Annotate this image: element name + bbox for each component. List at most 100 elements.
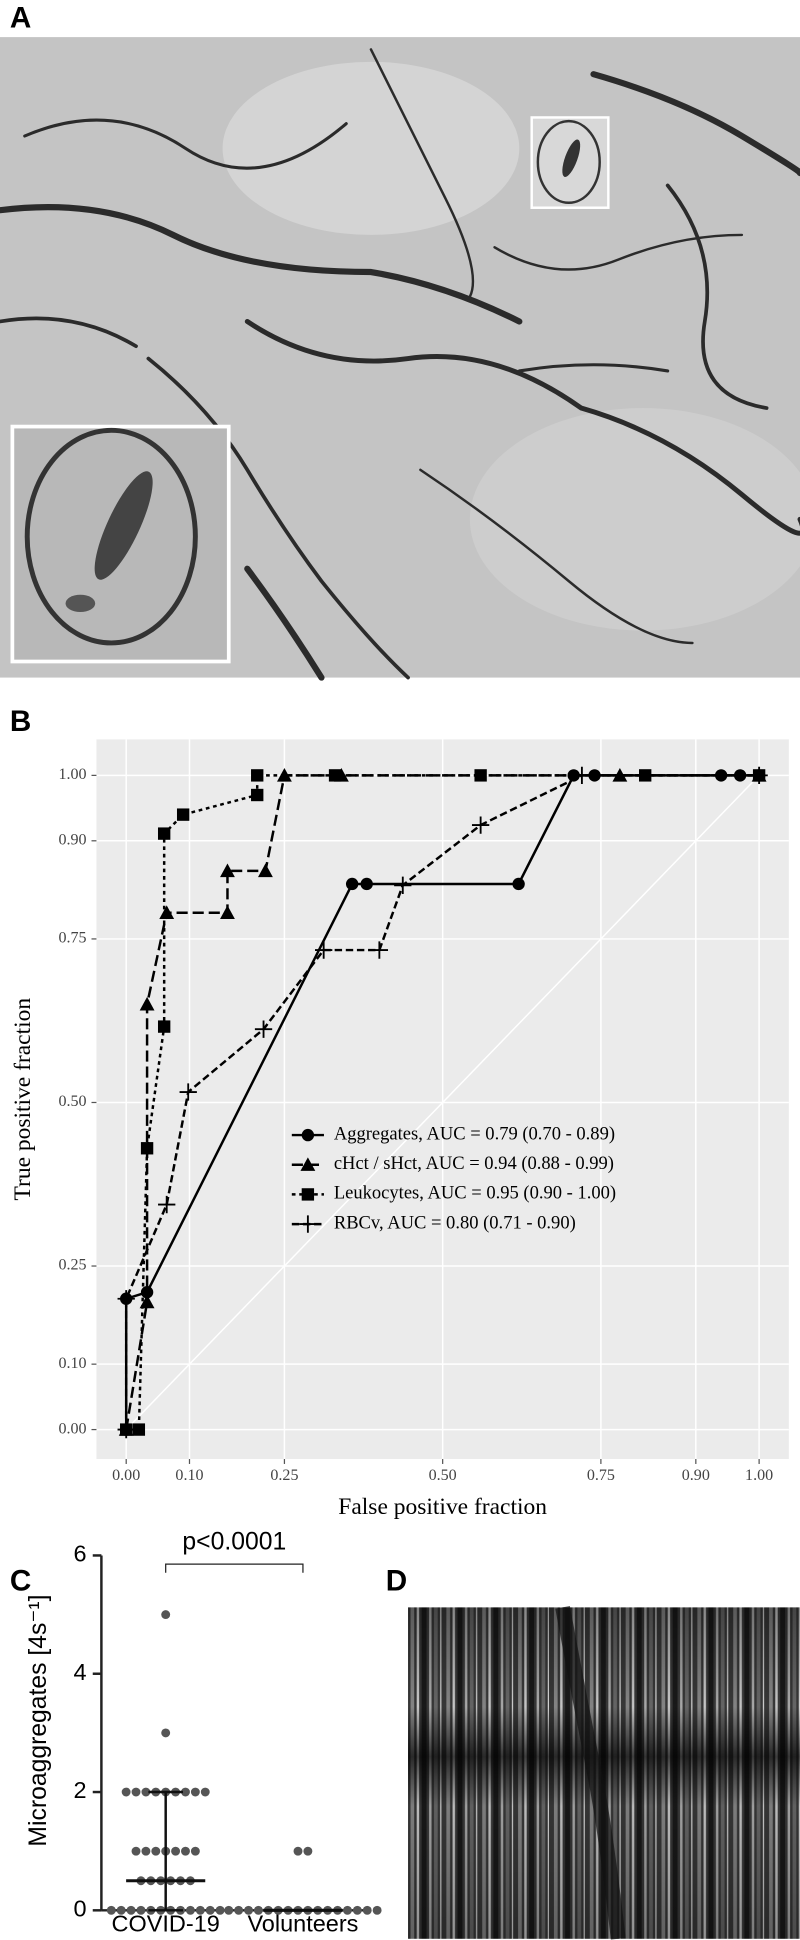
data-point: [131, 1846, 141, 1856]
x-tick-label: 0.75: [587, 1467, 615, 1484]
data-point: [195, 1905, 205, 1915]
panel-label: A: [10, 2, 31, 35]
data-point: [200, 1787, 210, 1797]
marker: [139, 1294, 155, 1309]
marker: [315, 941, 333, 959]
y-tick-label: 6: [73, 1541, 86, 1567]
data-point: [106, 1905, 116, 1915]
marker: [132, 1423, 146, 1436]
panel-label: B: [10, 705, 31, 738]
data-point: [121, 1787, 131, 1797]
data-point: [141, 1846, 151, 1856]
marker: [117, 1290, 135, 1308]
y-tick-label: 0.90: [58, 831, 86, 848]
data-point: [293, 1846, 303, 1856]
micrograph: [0, 37, 800, 681]
y-tick-label: 0.75: [58, 930, 86, 947]
data-point: [136, 1905, 146, 1915]
significance-bracket: [165, 1563, 304, 1573]
data-point: [181, 1846, 190, 1856]
annotation: p<0.0001: [182, 1529, 286, 1556]
legend-marker: [301, 1188, 315, 1201]
marker: [254, 1020, 273, 1038]
x-tick-label: 1.00: [745, 1467, 773, 1484]
x-tick-label: 0.90: [682, 1467, 710, 1484]
marker: [157, 1020, 171, 1033]
x-tick-label: 0.10: [175, 1467, 203, 1484]
data-point: [362, 1905, 372, 1915]
y-tick-label: 0.25: [58, 1257, 86, 1274]
marker: [750, 766, 768, 785]
marker: [471, 816, 490, 834]
data-point: [234, 1905, 244, 1915]
panel-label: D: [386, 1565, 407, 1598]
marker: [158, 1195, 176, 1214]
marker: [345, 877, 359, 891]
legend-label: cHct / sHct, AUC = 0.94 (0.88 - 0.99): [334, 1153, 614, 1174]
legend-marker: [301, 1128, 315, 1142]
marker: [220, 863, 235, 878]
marker: [328, 769, 342, 782]
data-point: [352, 1905, 362, 1915]
x-tick-label: 0.50: [429, 1467, 457, 1484]
marker: [258, 863, 273, 878]
data-point: [141, 1787, 151, 1797]
marker: [117, 1420, 135, 1439]
y-tick-label: 0: [73, 1896, 86, 1922]
data-point: [224, 1905, 234, 1915]
marker: [220, 905, 235, 919]
data-point: [116, 1905, 126, 1915]
marker: [360, 877, 373, 891]
roc-curve: [126, 774, 760, 1431]
x-tick-label: 0.25: [270, 1467, 298, 1484]
x-tick-label: 0.00: [112, 1467, 140, 1484]
marker: [512, 877, 525, 891]
legend-label: RBCv, AUC = 0.80 (0.71 - 0.90): [334, 1212, 576, 1233]
y-tick-label: 0.10: [58, 1355, 86, 1372]
reference-diagonal: [125, 774, 760, 1431]
data-point: [190, 1846, 200, 1856]
roc-curve: [124, 774, 760, 1430]
data-point: [244, 1905, 253, 1915]
data-point: [253, 1905, 263, 1915]
data-point: [190, 1787, 200, 1797]
panel-label: C: [10, 1565, 31, 1598]
y-tick-label: 1.00: [58, 766, 86, 783]
legend-marker: [299, 1215, 317, 1233]
data-point: [205, 1905, 215, 1915]
marker: [639, 769, 652, 782]
y-tick-label: 4: [73, 1659, 86, 1685]
y-tick-label: 0.00: [58, 1420, 86, 1437]
marker: [176, 808, 190, 821]
x-tick-label: Volunteers: [247, 1910, 358, 1936]
kymograph: [408, 1606, 800, 1940]
data-point: [131, 1787, 141, 1797]
marker: [140, 1142, 154, 1155]
data-point: [161, 1728, 171, 1738]
data-point: [126, 1905, 136, 1915]
x-tick-label: COVID-19: [112, 1910, 220, 1936]
y-tick-label: 2: [73, 1777, 86, 1803]
data-point: [181, 1787, 190, 1797]
legend-marker: [300, 1157, 316, 1171]
marker: [474, 769, 487, 782]
data-point: [161, 1610, 171, 1620]
data-point: [215, 1905, 225, 1915]
marker: [394, 876, 412, 894]
data-point: [372, 1905, 382, 1915]
legend-label: Aggregates, AUC = 0.79 (0.70 - 0.89): [334, 1123, 615, 1144]
data-point: [171, 1846, 181, 1856]
x-axis-title: False positive fraction: [338, 1494, 547, 1520]
marker: [370, 941, 389, 959]
data-point: [303, 1846, 313, 1856]
marker: [251, 788, 264, 802]
y-axis-title: Microaggregates [4s⁻¹]: [25, 1594, 52, 1846]
marker: [139, 996, 155, 1011]
marker: [157, 827, 171, 840]
data-point: [342, 1905, 352, 1915]
marker: [179, 1083, 197, 1101]
data-point: [151, 1846, 161, 1856]
marker: [573, 766, 591, 785]
